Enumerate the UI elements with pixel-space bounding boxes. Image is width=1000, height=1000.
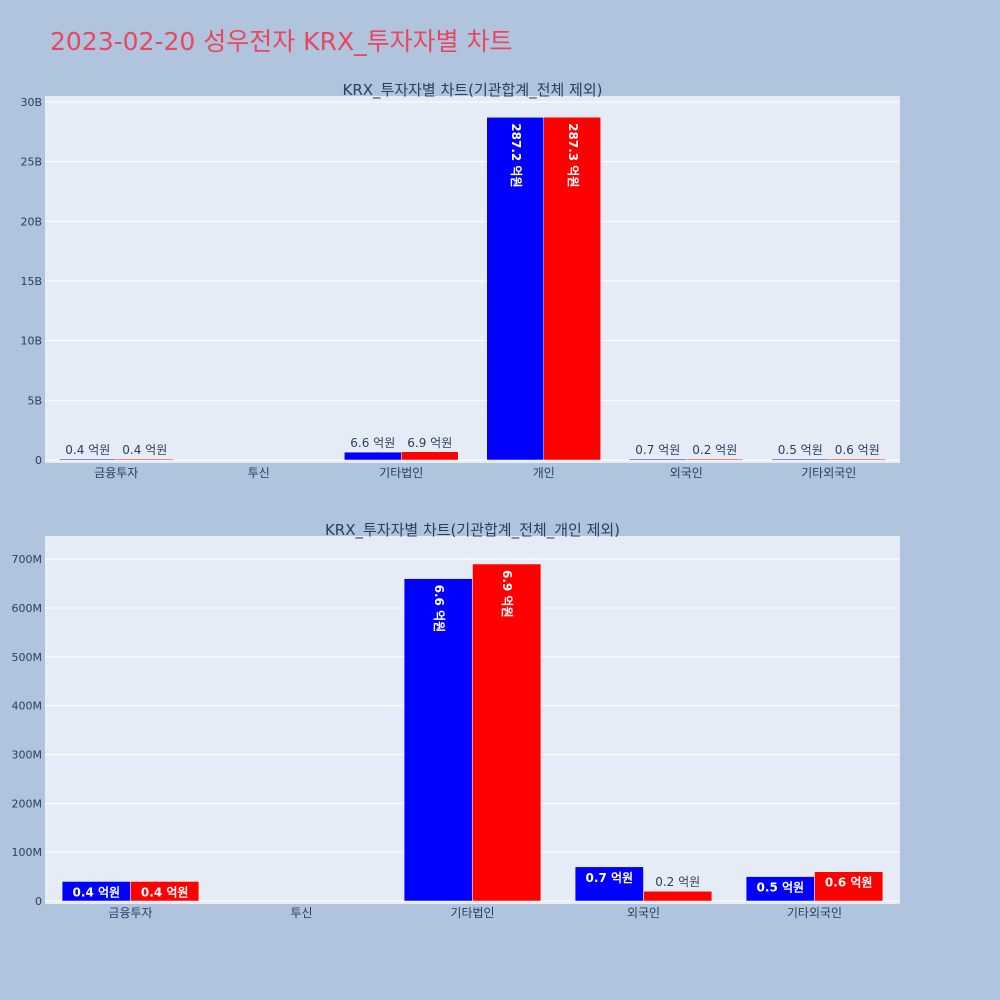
chart-title: KRX_투자자별 차트(기관합계_전체_개인 제외) [325, 521, 620, 540]
bar [643, 890, 713, 902]
bar [472, 563, 542, 902]
y-tick-label: 15B [20, 275, 42, 288]
data-label: 0.2 억원 [692, 443, 737, 457]
y-tick-label: 500M [12, 651, 43, 664]
data-label: 0.6 억원 [835, 443, 880, 457]
data-label: 0.4 억원 [73, 885, 121, 899]
bar [486, 117, 544, 461]
data-label: 287.3 억원 [566, 123, 580, 187]
data-label: 6.6 억원 [432, 585, 446, 633]
y-tick-label: 5B [27, 394, 42, 407]
bar [344, 451, 402, 461]
y-tick-label: 300M [12, 748, 43, 761]
x-tick-label: 기타법인 [450, 906, 494, 920]
data-label: 6.9 억원 [500, 570, 514, 618]
data-label: 6.6 억원 [350, 436, 395, 450]
data-label: 0.7 억원 [586, 871, 634, 885]
bar [745, 876, 815, 902]
y-tick-label: 25B [20, 156, 42, 169]
bar [828, 458, 886, 461]
data-label: 0.5 억원 [778, 443, 823, 457]
x-tick-label: 금융투자 [108, 906, 152, 920]
y-tick-label: 200M [12, 797, 43, 810]
y-tick-label: 20B [20, 215, 42, 228]
chart-title: KRX_투자자별 차트(기관합계_전체 제외) [343, 81, 603, 100]
data-label: 6.9 억원 [407, 436, 452, 450]
page-title: 2023-02-20 성우전자 KRX_투자자별 차트 [50, 27, 513, 56]
plot-area [45, 96, 900, 463]
data-label: 0.4 억원 [65, 443, 110, 457]
data-label: 0.7 억원 [635, 443, 680, 457]
bar [403, 578, 473, 902]
y-tick-label: 0 [35, 895, 42, 908]
y-tick-label: 10B [20, 335, 42, 348]
x-tick-label: 개인 [533, 466, 555, 480]
y-tick-label: 700M [12, 553, 43, 566]
chart-1: 0 5B 10B 15B 20B 25B 30B KRX_투자자별 차트(기관합계_전체 제외… [20, 81, 900, 480]
data-label: 0.2 억원 [655, 875, 700, 889]
y-tick-label: 30B [20, 96, 42, 109]
x-tick-label: 기타외국인 [787, 906, 842, 920]
x-tick-label: 금융투자 [94, 466, 138, 480]
bar [59, 458, 117, 461]
chart-2: 0 100M 200M 300M 400M 500M 600M 700M KRX_투자자별 차트… [12, 521, 900, 920]
data-label: 0.4 억원 [122, 443, 167, 457]
x-tick-label: 기타법인 [379, 466, 423, 480]
bar [574, 866, 644, 902]
x-tick-label: 기타외국인 [801, 466, 856, 480]
bar [814, 871, 884, 902]
bar [401, 451, 459, 461]
data-label: 0.5 억원 [757, 881, 805, 895]
x-tick-label: 투신 [248, 466, 270, 480]
bar [629, 458, 687, 461]
data-label: 0.4 억원 [141, 885, 189, 899]
y-tick-label: 0 [35, 454, 42, 467]
x-tick-label: 외국인 [670, 466, 703, 480]
y-tick-label: 100M [12, 846, 43, 859]
bar [686, 458, 744, 461]
y-tick-label: 400M [12, 700, 43, 713]
data-label: 0.6 억원 [825, 876, 873, 890]
y-tick-label: 600M [12, 602, 43, 615]
x-tick-label: 투신 [290, 906, 312, 920]
bar [771, 458, 829, 461]
bar [543, 116, 601, 461]
data-label: 287.2 억원 [509, 123, 523, 187]
x-tick-label: 외국인 [627, 906, 660, 920]
bar [116, 458, 174, 461]
bar [130, 881, 200, 902]
